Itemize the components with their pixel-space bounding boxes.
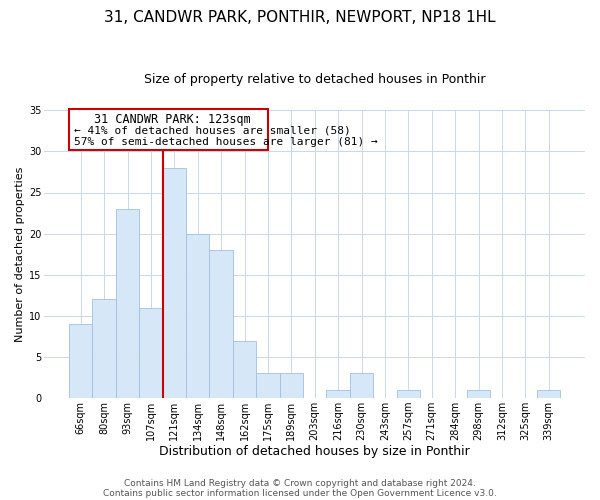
Bar bbox=[467, 390, 490, 398]
Bar bbox=[256, 374, 280, 398]
Text: 31 CANDWR PARK: 123sqm: 31 CANDWR PARK: 123sqm bbox=[94, 112, 250, 126]
Text: ← 41% of detached houses are smaller (58): ← 41% of detached houses are smaller (58… bbox=[74, 125, 350, 135]
Text: Contains HM Land Registry data © Crown copyright and database right 2024.: Contains HM Land Registry data © Crown c… bbox=[124, 478, 476, 488]
Bar bbox=[537, 390, 560, 398]
Bar bbox=[280, 374, 303, 398]
FancyBboxPatch shape bbox=[69, 110, 268, 150]
Bar bbox=[116, 209, 139, 398]
X-axis label: Distribution of detached houses by size in Ponthir: Distribution of detached houses by size … bbox=[160, 444, 470, 458]
Bar bbox=[350, 374, 373, 398]
Bar bbox=[233, 340, 256, 398]
Bar bbox=[163, 168, 186, 398]
Bar bbox=[92, 300, 116, 398]
Bar bbox=[69, 324, 92, 398]
Bar bbox=[326, 390, 350, 398]
Text: 57% of semi-detached houses are larger (81) →: 57% of semi-detached houses are larger (… bbox=[74, 138, 377, 147]
Bar bbox=[209, 250, 233, 398]
Text: 31, CANDWR PARK, PONTHIR, NEWPORT, NP18 1HL: 31, CANDWR PARK, PONTHIR, NEWPORT, NP18 … bbox=[104, 10, 496, 25]
Text: Contains public sector information licensed under the Open Government Licence v3: Contains public sector information licen… bbox=[103, 488, 497, 498]
Title: Size of property relative to detached houses in Ponthir: Size of property relative to detached ho… bbox=[144, 72, 485, 86]
Y-axis label: Number of detached properties: Number of detached properties bbox=[15, 166, 25, 342]
Bar bbox=[139, 308, 163, 398]
Bar bbox=[397, 390, 420, 398]
Bar bbox=[186, 234, 209, 398]
